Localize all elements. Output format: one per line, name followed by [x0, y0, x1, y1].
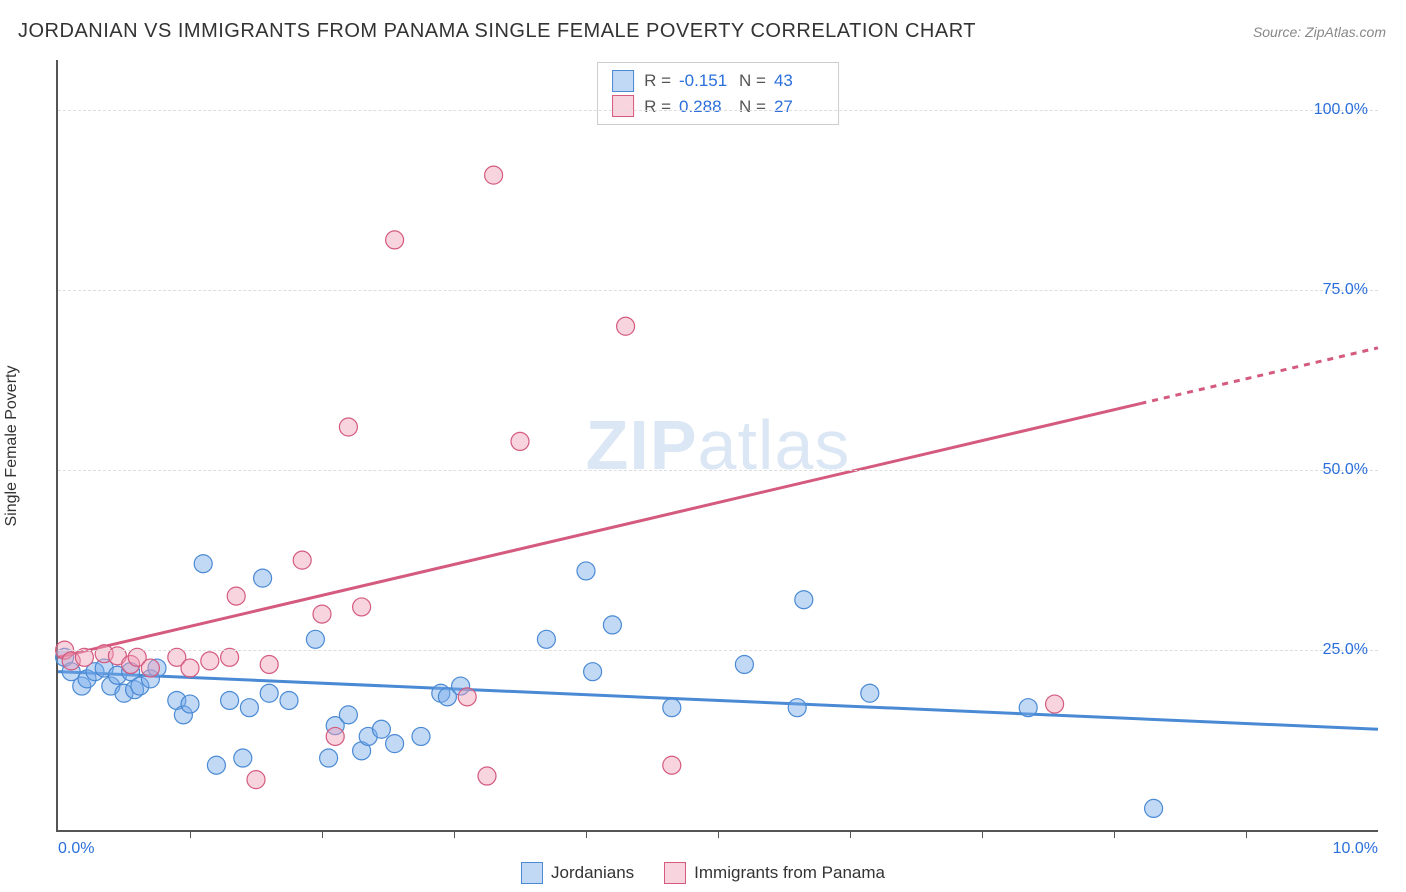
gridline — [58, 650, 1378, 651]
legend-swatch-jordanians — [521, 862, 543, 884]
x-tick — [322, 830, 323, 838]
gridline — [58, 470, 1378, 471]
stats-box: R = -0.151 N = 43 R = 0.288 N = 27 — [597, 62, 839, 125]
y-tick-label: 25.0% — [1323, 641, 1368, 659]
x-tick — [454, 830, 455, 838]
legend-item-1: Immigrants from Panama — [664, 862, 885, 884]
y-axis-label: Single Female Poverty — [3, 366, 21, 527]
chart-svg — [58, 60, 1378, 830]
x-tick — [1114, 830, 1115, 838]
y-tick-label: 50.0% — [1323, 461, 1368, 479]
legend-swatch-panama — [664, 862, 686, 884]
legend: Jordanians Immigrants from Panama — [521, 862, 885, 884]
y-tick-label: 100.0% — [1314, 101, 1368, 119]
x-tick-label: 10.0% — [1333, 840, 1378, 858]
gridline — [58, 290, 1378, 291]
chart-title: JORDANIAN VS IMMIGRANTS FROM PANAMA SING… — [18, 20, 976, 43]
x-tick — [190, 830, 191, 838]
y-tick-label: 75.0% — [1323, 281, 1368, 299]
x-tick — [718, 830, 719, 838]
x-tick-label: 0.0% — [58, 840, 94, 858]
x-tick — [850, 830, 851, 838]
gridline — [58, 110, 1378, 111]
stats-row-1: R = 0.288 N = 27 — [612, 94, 824, 120]
source-attribution: Source: ZipAtlas.com — [1253, 24, 1386, 40]
plot-area: ZIPatlas R = -0.151 N = 43 R = 0.288 N =… — [56, 60, 1378, 832]
x-tick — [1246, 830, 1247, 838]
legend-item-0: Jordanians — [521, 862, 634, 884]
x-tick — [586, 830, 587, 838]
swatch-panama — [612, 95, 634, 117]
stats-row-0: R = -0.151 N = 43 — [612, 68, 824, 94]
x-tick — [982, 830, 983, 838]
swatch-jordanians — [612, 70, 634, 92]
